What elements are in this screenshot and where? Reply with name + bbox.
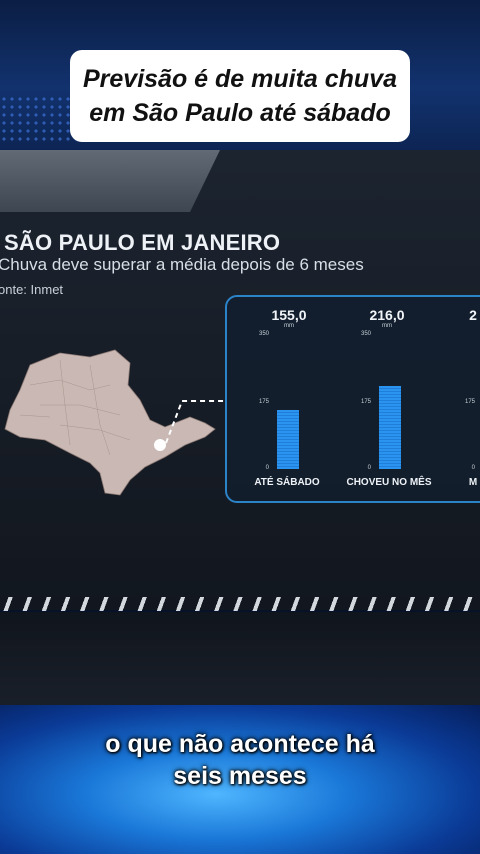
unit-label: mm [284,323,294,329]
headline-line-2: em São Paulo até sábado [89,99,391,127]
dot-pattern [0,95,80,145]
studio-floor-stripes [0,597,480,611]
headline-caption: Previsão é de muita chuva em São Paulo a… [70,50,410,142]
screen-frame [0,150,220,212]
rain-chart-panel: 155,0 mm 350 175 0 ATÉ SÁBADO 216,0 mm 3… [225,295,480,503]
bar-value-label: 155,0 [271,307,307,323]
connector-line [165,400,225,444]
category-label: ATÉ SÁBADO [254,477,320,488]
studio-floor [0,612,480,712]
sao-paulo-map [4,349,225,496]
tick-label: 350 [360,331,371,337]
tick-label: 350 [258,331,269,337]
city-marker [154,439,166,451]
bar-choveu-no-mes [379,386,401,469]
tick-label: 0 [367,465,371,471]
tick-label: 175 [360,399,371,405]
graphic-title: SÃO PAULO EM JANEIRO [4,230,281,255]
bar-ate-sabado [277,410,299,469]
tick-label: 175 [258,399,269,405]
graphic-subtitle: Chuva deve superar a média depois de 6 m… [0,255,364,274]
unit-label: mm [382,323,392,329]
state-shape [4,349,216,496]
tick-label: 175 [464,399,475,405]
bar-value-label: 2 [469,307,477,323]
tick-label: 0 [265,465,269,471]
globe-background [0,705,480,854]
graphic-source: onte: Inmet [0,282,64,297]
category-label: M [468,477,478,488]
subtitle-caption: o que não acontece há seis meses [0,728,480,792]
subtitle-line-2: seis meses [173,762,307,790]
subtitle-line-1: o que não acontece há [105,730,375,758]
category-label: CHOVEU NO MÊS [346,477,432,488]
tick-label: 0 [471,465,475,471]
headline-line-1: Previsão é de muita chuva [82,65,398,93]
bar-value-label: 216,0 [369,307,405,323]
